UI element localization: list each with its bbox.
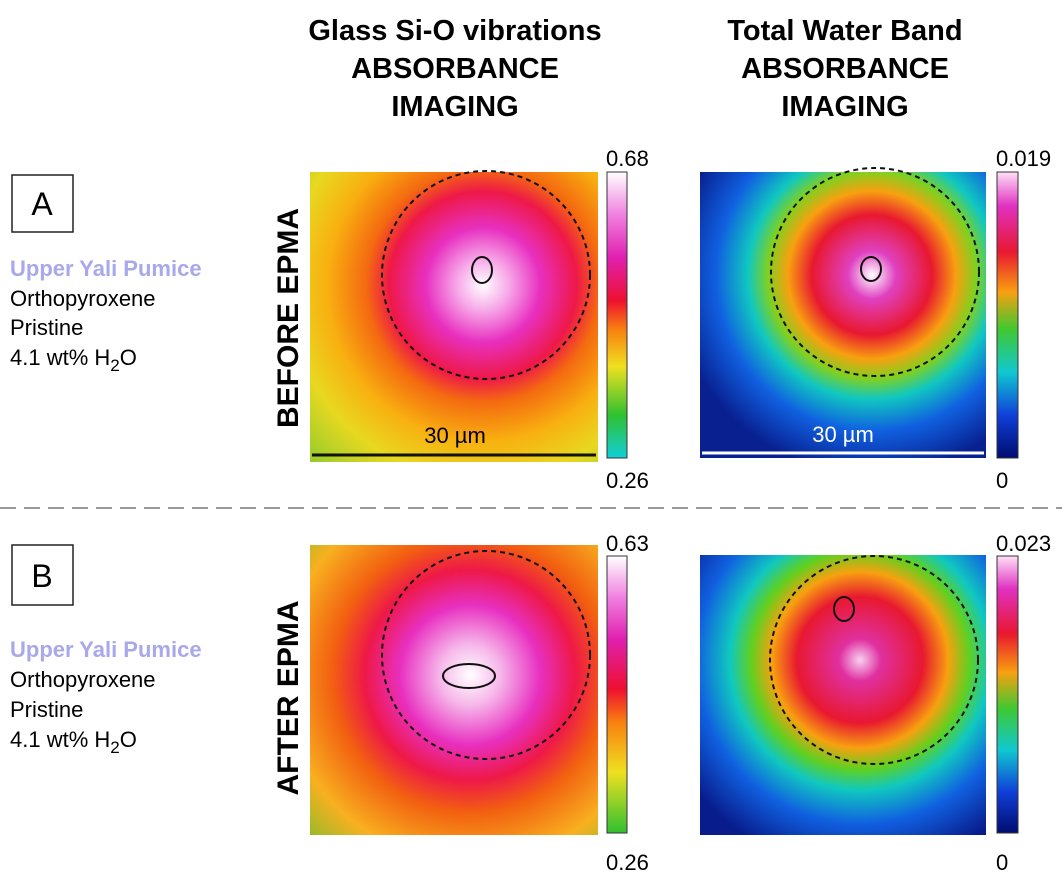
row-label: BEFORE EPMA	[272, 208, 305, 428]
text: O	[120, 727, 137, 752]
water-content: 4.1 wt% H2O	[10, 345, 137, 375]
colorbar	[997, 556, 1018, 833]
scale-bar-label: 30 µm	[812, 422, 874, 447]
heatmap	[700, 172, 986, 458]
colorbar	[607, 556, 627, 833]
mineral: Orthopyroxene	[10, 667, 156, 692]
colorbar-min: 0	[996, 850, 1008, 873]
panel-letter: A	[31, 186, 53, 222]
figure: Glass Si-O vibrations ABSORBANCE IMAGING…	[0, 0, 1062, 873]
sample: Upper Yali Pumice	[10, 637, 202, 662]
colorbar	[607, 172, 627, 458]
column-headers: Glass Si-O vibrations ABSORBANCE IMAGING…	[308, 15, 962, 123]
column-title: Glass Si-O vibrations	[308, 15, 601, 47]
colorbar-min: 0.26	[606, 468, 649, 493]
text: 4.1 wt% H	[10, 345, 110, 370]
condition: Pristine	[10, 697, 83, 722]
sample: Upper Yali Pumice	[10, 256, 202, 281]
scale-bar-label: 30 µm	[424, 423, 486, 448]
row-label: AFTER EPMA	[272, 601, 305, 796]
mineral: Orthopyroxene	[10, 286, 156, 311]
colorbar-max: 0.63	[606, 531, 649, 556]
row-a: A Upper Yali Pumice Orthopyroxene Pristi…	[10, 146, 1051, 493]
heatmap	[310, 172, 598, 462]
colorbar-max: 0.023	[996, 531, 1051, 556]
column-title: Total Water Band	[727, 15, 962, 47]
heatmap	[310, 545, 598, 835]
subscript: 2	[110, 356, 119, 375]
column-title: ABSORBANCE	[741, 53, 949, 85]
colorbar	[997, 172, 1018, 458]
subscript: 2	[110, 738, 119, 757]
colorbar-max: 0.019	[996, 146, 1051, 171]
panel-letter: B	[31, 558, 52, 594]
condition: Pristine	[10, 315, 83, 340]
column-title: IMAGING	[781, 91, 908, 123]
colorbar-max: 0.68	[606, 146, 649, 171]
column-title: IMAGING	[391, 91, 518, 123]
colorbar-min: 0	[996, 468, 1008, 493]
text: 4.1 wt% H	[10, 727, 110, 752]
text: O	[120, 345, 137, 370]
column-title: ABSORBANCE	[351, 53, 559, 85]
colorbar-min: 0.26	[606, 850, 649, 873]
row-b: B Upper Yali Pumice Orthopyroxene Pristi…	[10, 531, 1051, 873]
water-content: 4.1 wt% H2O	[10, 727, 137, 757]
